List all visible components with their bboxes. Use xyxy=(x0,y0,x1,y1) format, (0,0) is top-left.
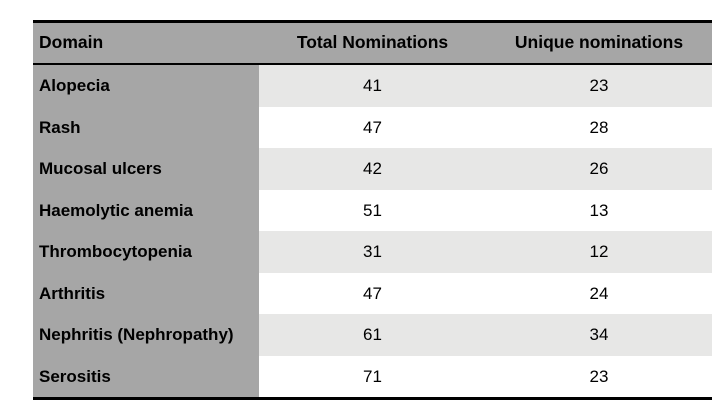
domain-cell: Thrombocytopenia xyxy=(33,231,259,273)
unique-nominations-cell: 26 xyxy=(486,148,712,190)
table-header-row: Domain Total Nominations Unique nominati… xyxy=(33,23,712,65)
unique-nominations-cell: 12 xyxy=(486,231,712,273)
table-row-thrombocytopenia: Thrombocytopenia 31 12 xyxy=(33,231,712,273)
unique-nominations-cell: 28 xyxy=(589,117,609,137)
nominations-table: Domain Total Nominations Unique nominati… xyxy=(33,20,712,400)
domain-cell: Arthritis xyxy=(33,272,259,314)
unique-nominations-cell: 34 xyxy=(486,314,712,356)
table-row-nephritis: Nephritis (Nephropathy) 61 34 xyxy=(33,314,712,356)
domain-cell: Mucosal ulcers xyxy=(33,148,259,190)
table-row-mucosal-ulcers: Mucosal ulcers 42 26 xyxy=(33,148,712,190)
unique-nominations-cell: 24 xyxy=(589,283,609,303)
domain-cell: Rash xyxy=(33,106,259,148)
total-nominations-cell: 71 xyxy=(363,366,382,386)
total-nominations-cell: 31 xyxy=(259,231,486,273)
table-row-serositis: Serositis 71 23 xyxy=(33,355,712,397)
column-header-domain: Domain xyxy=(39,32,104,53)
total-nominations-cell: 41 xyxy=(259,65,486,107)
unique-nominations-cell: 13 xyxy=(589,200,609,220)
table-row-haemolytic-anemia: Haemolytic anemia 51 13 xyxy=(33,189,712,231)
total-nominations-cell: 51 xyxy=(363,200,382,220)
unique-nominations-cell: 23 xyxy=(486,65,712,107)
column-header-total-nominations: Total Nominations xyxy=(296,32,449,53)
total-nominations-cell: 61 xyxy=(259,314,486,356)
domain-cell: Nephritis (Nephropathy) xyxy=(33,314,259,356)
total-nominations-cell: 47 xyxy=(363,117,382,137)
total-nominations-cell: 47 xyxy=(363,283,382,303)
table-row-rash: Rash 47 28 xyxy=(33,106,712,148)
column-header-unique-nominations: Unique nominations xyxy=(514,32,684,53)
table-row-arthritis: Arthritis 47 24 xyxy=(33,272,712,314)
total-nominations-cell: 42 xyxy=(259,148,486,190)
domain-cell: Alopecia xyxy=(33,65,259,107)
unique-nominations-cell: 23 xyxy=(589,366,609,386)
domain-cell: Haemolytic anemia xyxy=(33,189,259,231)
table-row-alopecia: Alopecia 41 23 xyxy=(33,65,712,107)
domain-cell: Serositis xyxy=(33,355,259,397)
